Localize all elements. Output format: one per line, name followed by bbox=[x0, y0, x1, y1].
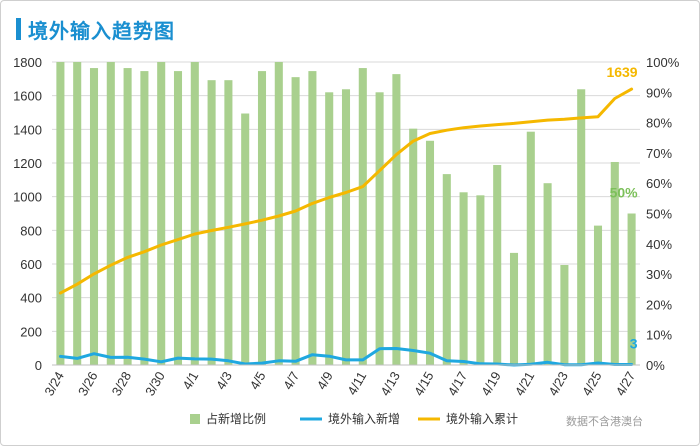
data-label: 50% bbox=[610, 185, 639, 201]
y-right-tick-label: 0% bbox=[646, 358, 665, 373]
bar bbox=[224, 80, 233, 366]
x-tick-label: 4/9 bbox=[314, 369, 336, 392]
y-right-tick-label: 80% bbox=[646, 116, 672, 131]
x-tick-label: 4/17 bbox=[445, 369, 471, 398]
x-tick-label: 4/5 bbox=[247, 369, 269, 392]
y-left-tick-label: 1000 bbox=[13, 190, 42, 205]
bar bbox=[493, 165, 502, 365]
y-right-tick-label: 70% bbox=[646, 146, 672, 161]
x-tick-label: 4/7 bbox=[280, 369, 302, 392]
x-tick-label: 3/26 bbox=[75, 369, 101, 398]
bar bbox=[476, 195, 485, 365]
y-left-tick-label: 0 bbox=[35, 358, 42, 373]
y-right-tick-label: 40% bbox=[646, 237, 672, 252]
bar bbox=[274, 62, 283, 365]
y-axis-right: 0% 10% 20% 30% 40% 50% 60% 70% 80% 90% 100% bbox=[646, 55, 680, 373]
x-tick-label: 4/23 bbox=[545, 369, 571, 398]
legend-label: 占新增比例 bbox=[206, 411, 266, 426]
annotations: 1639 50% 3 bbox=[606, 64, 638, 351]
legend-label: 境外输入新增 bbox=[328, 411, 400, 426]
y-axis-left: 0 200 400 600 800 1000 1200 1400 1600 1800 bbox=[13, 55, 42, 373]
x-tick-label: 4/3 bbox=[213, 369, 235, 392]
bar bbox=[157, 62, 166, 365]
line-series bbox=[58, 87, 634, 367]
cumulative-line bbox=[58, 87, 634, 295]
title-accent-bar bbox=[16, 18, 21, 40]
bar bbox=[543, 183, 552, 365]
bar bbox=[190, 62, 199, 365]
x-tick-label: 4/13 bbox=[377, 369, 403, 398]
x-tick-label: 4/27 bbox=[613, 369, 639, 398]
y-right-tick-label: 50% bbox=[646, 207, 672, 222]
legend: 占新增比例 境外输入新增 境外输入累计 bbox=[190, 411, 518, 426]
bar bbox=[358, 68, 367, 365]
data-label: 1639 bbox=[606, 64, 637, 80]
bar bbox=[325, 92, 334, 366]
bar bbox=[526, 131, 535, 365]
y-left-tick-label: 1800 bbox=[13, 55, 42, 70]
bar bbox=[106, 62, 115, 365]
x-tick-label: 4/1 bbox=[179, 369, 201, 392]
bar bbox=[308, 71, 317, 365]
bar bbox=[577, 89, 586, 366]
bar bbox=[560, 265, 569, 365]
chart-title: 境外输入趋势图 bbox=[28, 21, 175, 43]
y-right-tick-label: 20% bbox=[646, 297, 672, 312]
bar bbox=[593, 225, 603, 365]
bar bbox=[442, 174, 451, 365]
y-right-tick-label: 100% bbox=[646, 55, 680, 70]
bar bbox=[257, 71, 267, 365]
bar bbox=[89, 68, 99, 365]
bar bbox=[173, 71, 183, 365]
x-tick-label: 4/15 bbox=[411, 369, 437, 398]
new-cases-line bbox=[58, 347, 634, 367]
bar bbox=[375, 92, 384, 366]
x-tick-label: 4/19 bbox=[478, 369, 504, 398]
y-left-tick-label: 400 bbox=[20, 291, 42, 306]
y-right-tick-label: 90% bbox=[646, 85, 672, 100]
bar bbox=[73, 62, 82, 365]
bar bbox=[123, 68, 132, 365]
source-note: 数据不含港澳台 bbox=[566, 414, 643, 428]
legend-swatch-bar bbox=[190, 414, 200, 424]
bar bbox=[341, 89, 351, 366]
bar-series bbox=[56, 62, 636, 366]
x-axis: 3/24 3/26 3/28 3/30 4/1 4/3 4/5 4/7 4/9 4/11 4/13 4… bbox=[41, 364, 640, 398]
x-tick-label: 3/30 bbox=[142, 369, 168, 398]
y-left-tick-label: 1400 bbox=[13, 122, 42, 137]
y-left-tick-label: 600 bbox=[20, 257, 42, 272]
bar bbox=[207, 80, 216, 366]
bar bbox=[627, 213, 636, 365]
data-label: 3 bbox=[630, 335, 638, 351]
y-left-tick-label: 800 bbox=[20, 223, 42, 238]
bar bbox=[610, 161, 619, 365]
bar bbox=[56, 62, 65, 365]
bar bbox=[509, 252, 519, 365]
x-tick-label: 3/24 bbox=[41, 369, 67, 398]
y-left-tick-label: 1600 bbox=[13, 89, 42, 104]
bar bbox=[459, 192, 468, 365]
bar bbox=[291, 77, 300, 366]
x-tick-label: 4/11 bbox=[344, 369, 369, 398]
y-left-tick-label: 1200 bbox=[13, 156, 42, 171]
y-left-tick-label: 200 bbox=[20, 324, 42, 339]
bar bbox=[140, 71, 149, 365]
bar bbox=[409, 128, 418, 365]
bar bbox=[425, 140, 435, 365]
legend-label: 境外输入累计 bbox=[446, 411, 518, 426]
y-right-tick-label: 60% bbox=[646, 176, 672, 191]
x-tick-label: 3/28 bbox=[109, 369, 135, 398]
x-tick-label: 4/21 bbox=[512, 369, 538, 398]
bar bbox=[392, 74, 401, 366]
y-right-tick-label: 30% bbox=[646, 267, 672, 282]
y-right-tick-label: 10% bbox=[646, 328, 672, 343]
x-tick-label: 4/25 bbox=[579, 369, 605, 398]
bar bbox=[241, 113, 250, 365]
